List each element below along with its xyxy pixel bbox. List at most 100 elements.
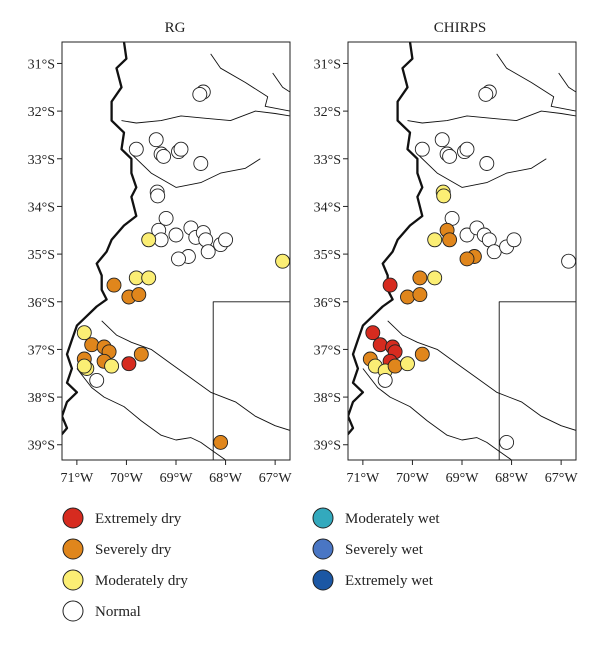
station-marker-normal <box>192 86 208 102</box>
station-marker-normal <box>156 148 172 164</box>
station-marker-normal <box>153 232 169 248</box>
panel-title: CHIRPS <box>434 20 487 36</box>
station-marker-moderately-dry <box>128 270 144 286</box>
station-markers <box>362 84 577 450</box>
lon-tick-label: 70°W <box>110 471 144 486</box>
map-panel-rg: RG 31°S32°S33°S34°S35°S36°S37°S38°S39°S … <box>28 20 293 486</box>
legend-item-severely-wet: Severely wet <box>312 538 424 560</box>
map-borders <box>348 42 576 460</box>
station-marker-extremely-dry <box>372 337 388 353</box>
station-marker-normal <box>200 244 216 260</box>
legend-swatch <box>312 507 334 529</box>
province-border <box>210 53 290 112</box>
station-marker-moderately-dry <box>141 232 157 248</box>
longitude-labels: 71°W 70°W 69°W 68°W 67°W <box>346 460 578 486</box>
station-marker-normal <box>173 141 189 157</box>
legend: Extremely dry Severely dry Moderately dry N… <box>62 507 440 622</box>
station-marker-severely-dry <box>412 270 428 286</box>
lat-tick-label: 35°S <box>28 248 55 263</box>
lat-tick-label: 39°S <box>314 439 341 454</box>
legend-label: Moderately dry <box>95 573 188 589</box>
legend-item-moderately-wet: Moderately wet <box>312 507 440 529</box>
latitude-labels: 31°S 32°S 33°S 34°S 35°S 36°S 37°S 38°S 39°S <box>28 57 62 454</box>
lat-tick-label: 36°S <box>314 296 341 311</box>
station-marker-moderately-dry <box>436 188 452 204</box>
legend-item-extremely-wet: Extremely wet <box>312 569 434 591</box>
international-border <box>62 42 138 436</box>
legend-label: Extremely dry <box>95 511 182 527</box>
station-marker-extremely-dry <box>365 325 381 341</box>
station-marker-severely-dry <box>387 358 403 374</box>
lat-tick-label: 39°S <box>28 439 55 454</box>
province-border <box>498 301 576 460</box>
lat-tick-label: 37°S <box>28 343 55 358</box>
lat-tick-label: 33°S <box>28 153 55 168</box>
station-marker-severely-dry <box>106 277 122 293</box>
station-marker-severely-dry <box>131 287 147 303</box>
station-marker-severely-dry <box>213 434 229 450</box>
lon-tick-label: 69°W <box>446 471 480 486</box>
station-marker-normal <box>168 227 184 243</box>
legend-label: Severely wet <box>345 542 424 558</box>
legend-label: Moderately wet <box>345 511 440 527</box>
station-marker-normal <box>89 372 105 388</box>
province-border <box>272 72 290 93</box>
map-borders <box>62 42 290 460</box>
station-marker-severely-dry <box>459 251 475 267</box>
lat-tick-label: 32°S <box>314 105 341 120</box>
legend-label: Extremely wet <box>345 573 434 589</box>
province-border <box>387 320 576 431</box>
station-marker-normal <box>486 244 502 260</box>
province-border <box>362 368 512 460</box>
lon-tick-label: 68°W <box>209 471 243 486</box>
lat-tick-label: 34°S <box>314 200 341 215</box>
panel-title: RG <box>165 20 186 36</box>
station-marker-severely-dry <box>412 287 428 303</box>
station-marker-severely-dry <box>84 337 100 353</box>
station-marker-moderately-dry <box>275 253 291 269</box>
station-marker-severely-dry <box>133 346 149 362</box>
lon-tick-label: 70°W <box>396 471 430 486</box>
station-marker-moderately-dry <box>76 325 92 341</box>
station-marker-normal <box>158 210 174 226</box>
station-marker-normal <box>506 232 522 248</box>
legend-swatch <box>62 569 84 591</box>
lon-tick-label: 71°W <box>60 471 94 486</box>
latitude-labels: 31°S 32°S 33°S 34°S 35°S 36°S 37°S 38°S 39°S <box>314 57 348 454</box>
station-markers <box>76 84 291 450</box>
station-marker-normal <box>414 141 430 157</box>
lon-tick-label: 69°W <box>160 471 194 486</box>
station-marker-normal <box>478 86 494 102</box>
province-border <box>131 153 261 188</box>
legend-item-moderately-dry: Moderately dry <box>62 569 188 591</box>
province-border <box>496 53 576 112</box>
legend-item-normal: Normal <box>62 600 141 622</box>
province-border <box>558 72 576 93</box>
lat-tick-label: 38°S <box>314 391 341 406</box>
station-marker-normal <box>218 232 234 248</box>
station-marker-severely-dry <box>442 232 458 248</box>
map-frame <box>61 41 291 461</box>
legend-swatch <box>62 538 84 560</box>
map-frame <box>347 41 577 461</box>
lat-tick-label: 31°S <box>28 57 55 72</box>
lat-tick-label: 34°S <box>28 200 55 215</box>
province-border <box>101 320 290 431</box>
station-marker-moderately-dry <box>141 270 157 286</box>
lat-tick-label: 35°S <box>314 248 341 263</box>
station-marker-moderately-dry <box>104 358 120 374</box>
station-marker-normal <box>377 372 393 388</box>
station-marker-normal <box>128 141 144 157</box>
station-marker-severely-dry <box>400 289 415 305</box>
legend-label: Normal <box>95 604 141 620</box>
legend-label: Severely dry <box>95 542 172 558</box>
station-marker-extremely-dry <box>121 356 137 372</box>
province-border <box>407 110 576 124</box>
lon-tick-label: 71°W <box>346 471 380 486</box>
station-marker-normal <box>479 156 495 171</box>
legend-swatch <box>62 507 84 529</box>
province-border <box>76 368 226 460</box>
international-border <box>348 42 424 436</box>
province-border <box>212 301 290 460</box>
